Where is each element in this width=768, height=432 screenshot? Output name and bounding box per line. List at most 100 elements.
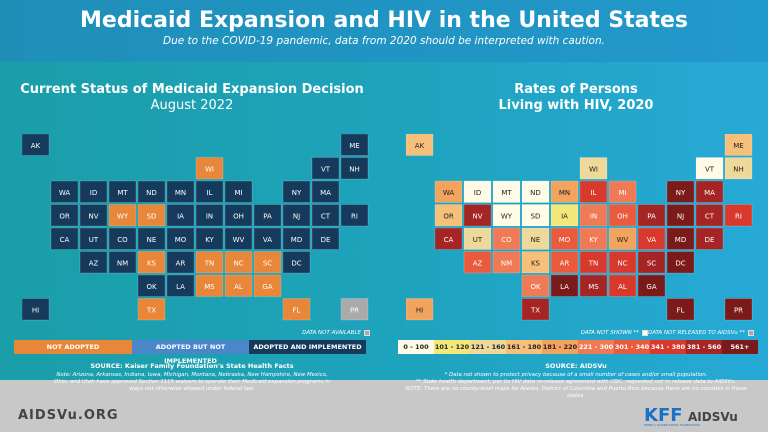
state-ga: GA — [253, 274, 282, 297]
svg-text:OH: OH — [617, 213, 628, 221]
svg-text:NJ: NJ — [293, 213, 300, 221]
medicaid-source: SOURCE: Kaiser Family Foundation's State… — [90, 362, 294, 370]
state-dc: DC — [282, 251, 311, 274]
state-nv: NV — [79, 204, 108, 227]
state-wy: WY — [492, 204, 521, 227]
state-sc: SC — [637, 251, 666, 274]
state-wv: WV — [608, 227, 637, 250]
svg-text:MD: MD — [291, 236, 302, 244]
svg-text:MD: MD — [675, 236, 686, 244]
kff-logo: KFF — [644, 405, 683, 426]
svg-text:WV: WV — [617, 236, 629, 244]
legend-bin: 161 - 180 — [506, 340, 542, 354]
state-fl: FL — [282, 298, 311, 321]
svg-text:OH: OH — [233, 213, 244, 221]
svg-text:LA: LA — [560, 283, 569, 291]
state-az: AZ — [463, 251, 492, 274]
svg-text:PA: PA — [263, 213, 272, 221]
svg-text:KY: KY — [589, 236, 598, 244]
state-ne: NE — [137, 227, 166, 250]
not-shown-swatch — [642, 330, 648, 336]
state-oh: OH — [608, 204, 637, 227]
na-swatch — [364, 330, 370, 336]
state-mt: MT — [492, 180, 521, 203]
state-fl: FL — [666, 298, 695, 321]
svg-text:ME: ME — [349, 142, 359, 150]
state-ma: MA — [311, 180, 340, 203]
svg-text:CO: CO — [501, 236, 512, 244]
svg-text:GA: GA — [262, 283, 272, 291]
svg-text:AR: AR — [176, 260, 186, 268]
state-ar: AR — [166, 251, 195, 274]
svg-text:DE: DE — [705, 236, 715, 244]
svg-text:NJ: NJ — [677, 213, 684, 221]
state-ut: UT — [463, 227, 492, 250]
svg-text:TX: TX — [146, 307, 156, 315]
state-la: LA — [166, 274, 195, 297]
state-nh: NH — [340, 157, 369, 180]
svg-text:ME: ME — [733, 142, 743, 150]
state-tn: TN — [579, 251, 608, 274]
svg-text:AK: AK — [415, 142, 425, 150]
state-ct: CT — [695, 204, 724, 227]
svg-text:NE: NE — [147, 236, 157, 244]
medicaid-panel: Current Status of Medicaid Expansion Dec… — [0, 62, 384, 392]
hiv-note-1: * Data not shown to protect privacy beca… — [444, 372, 708, 378]
svg-text:ND: ND — [146, 189, 157, 197]
svg-text:NM: NM — [501, 260, 512, 268]
svg-text:TN: TN — [588, 260, 599, 268]
svg-text:MN: MN — [559, 189, 570, 197]
legend-bin: 341 - 380 — [650, 340, 686, 354]
state-me: ME — [724, 134, 753, 156]
state-nj: NJ — [666, 204, 695, 227]
state-ri: RI — [340, 204, 369, 227]
svg-text:MT: MT — [501, 189, 512, 197]
state-vt: VT — [311, 157, 340, 180]
state-ak: AK — [22, 134, 50, 156]
aidsvu-logo: AIDSVu — [688, 410, 738, 424]
svg-text:NC: NC — [617, 260, 627, 268]
svg-text:NY: NY — [292, 189, 302, 197]
state-in: IN — [579, 204, 608, 227]
svg-text:DC: DC — [675, 260, 685, 268]
aidsvu-url[interactable]: AIDSVu.ORG — [18, 408, 119, 423]
svg-text:IL: IL — [591, 189, 597, 197]
svg-text:MO: MO — [559, 236, 571, 244]
svg-text:ID: ID — [90, 189, 97, 197]
state-nc: NC — [608, 251, 637, 274]
state-va: VA — [637, 227, 666, 250]
svg-text:MI: MI — [234, 189, 242, 197]
svg-text:KY: KY — [205, 236, 214, 244]
state-nh: NH — [724, 157, 753, 180]
state-sd: SD — [137, 204, 166, 227]
state-nd: ND — [521, 180, 550, 203]
state-il: IL — [579, 180, 608, 203]
state-ca: CA — [434, 227, 463, 250]
svg-text:WI: WI — [205, 166, 214, 174]
svg-text:VT: VT — [705, 166, 715, 174]
svg-text:AL: AL — [234, 283, 243, 291]
svg-text:PA: PA — [647, 213, 656, 221]
svg-text:AK: AK — [31, 142, 41, 150]
svg-text:NM: NM — [117, 260, 128, 268]
state-pa: PA — [253, 204, 282, 227]
state-ky: KY — [195, 227, 224, 250]
svg-text:WA: WA — [443, 189, 455, 197]
svg-text:MA: MA — [320, 189, 331, 197]
svg-text:SC: SC — [263, 260, 272, 268]
legend-bin: 221 - 300 — [578, 340, 614, 354]
state-nc: NC — [224, 251, 253, 274]
svg-text:NV: NV — [472, 213, 482, 221]
state-pa: PA — [637, 204, 666, 227]
medicaid-map: AK ME WI VT NH WA ID MT ND MN IL MI NY MA OR NV WY SD IA IN… — [22, 134, 369, 321]
state-pr: PR — [724, 298, 753, 321]
svg-text:DC: DC — [291, 260, 301, 268]
state-il: IL — [195, 180, 224, 203]
state-hi: HI — [22, 298, 50, 321]
svg-text:IN: IN — [206, 213, 213, 221]
svg-text:WA: WA — [59, 189, 71, 197]
svg-text:KS: KS — [147, 260, 157, 268]
hiv-title-2: Living with HIV, 2020 — [498, 98, 654, 113]
state-wa: WA — [434, 180, 463, 203]
state-wi: WI — [579, 157, 608, 180]
